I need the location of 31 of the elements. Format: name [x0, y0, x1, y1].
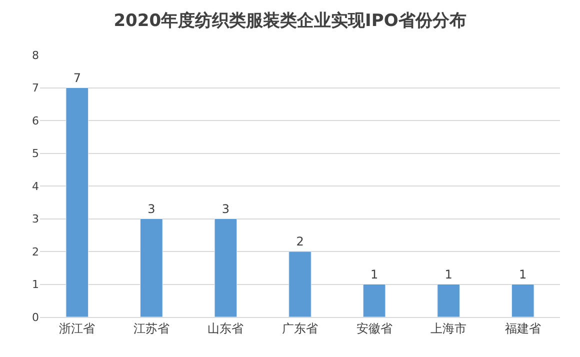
x-tick-label: 安徽省: [356, 321, 392, 336]
data-label: 1: [519, 267, 527, 282]
bar: [140, 218, 163, 317]
y-tick-label: 5: [32, 147, 39, 160]
bar: [437, 284, 460, 317]
bar: [288, 251, 312, 317]
bar: [66, 88, 89, 317]
bar: [511, 284, 534, 317]
data-label: 1: [370, 267, 378, 282]
y-tick-label: 4: [32, 180, 39, 193]
x-tick-label: 浙江省: [59, 321, 96, 336]
y-tick-label: 6: [32, 114, 39, 128]
bar: [362, 284, 386, 317]
data-label: 3: [148, 202, 156, 216]
chart-title: 2020年度纺织类服装类企业实现IPO省份分布: [114, 11, 466, 32]
y-tick-label: 8: [32, 48, 39, 62]
x-tick-label: 广东省: [282, 321, 318, 336]
x-tick-label: 江苏省: [133, 321, 170, 336]
y-tick-label: 7: [32, 82, 39, 95]
x-tick-label: 上海市: [430, 321, 467, 336]
y-tick-label: 3: [32, 212, 39, 226]
y-tick-label: 1: [32, 278, 39, 292]
y-tick-label: 0: [32, 310, 39, 324]
data-label: 3: [222, 202, 230, 216]
x-tick-label: 山东省: [208, 321, 244, 336]
bar: [214, 218, 238, 317]
data-label: 7: [73, 70, 81, 85]
y-tick-label: 2: [32, 245, 39, 258]
data-label: 1: [444, 267, 452, 282]
data-label: 2: [296, 234, 304, 248]
x-tick-label: 福建省: [504, 321, 541, 336]
